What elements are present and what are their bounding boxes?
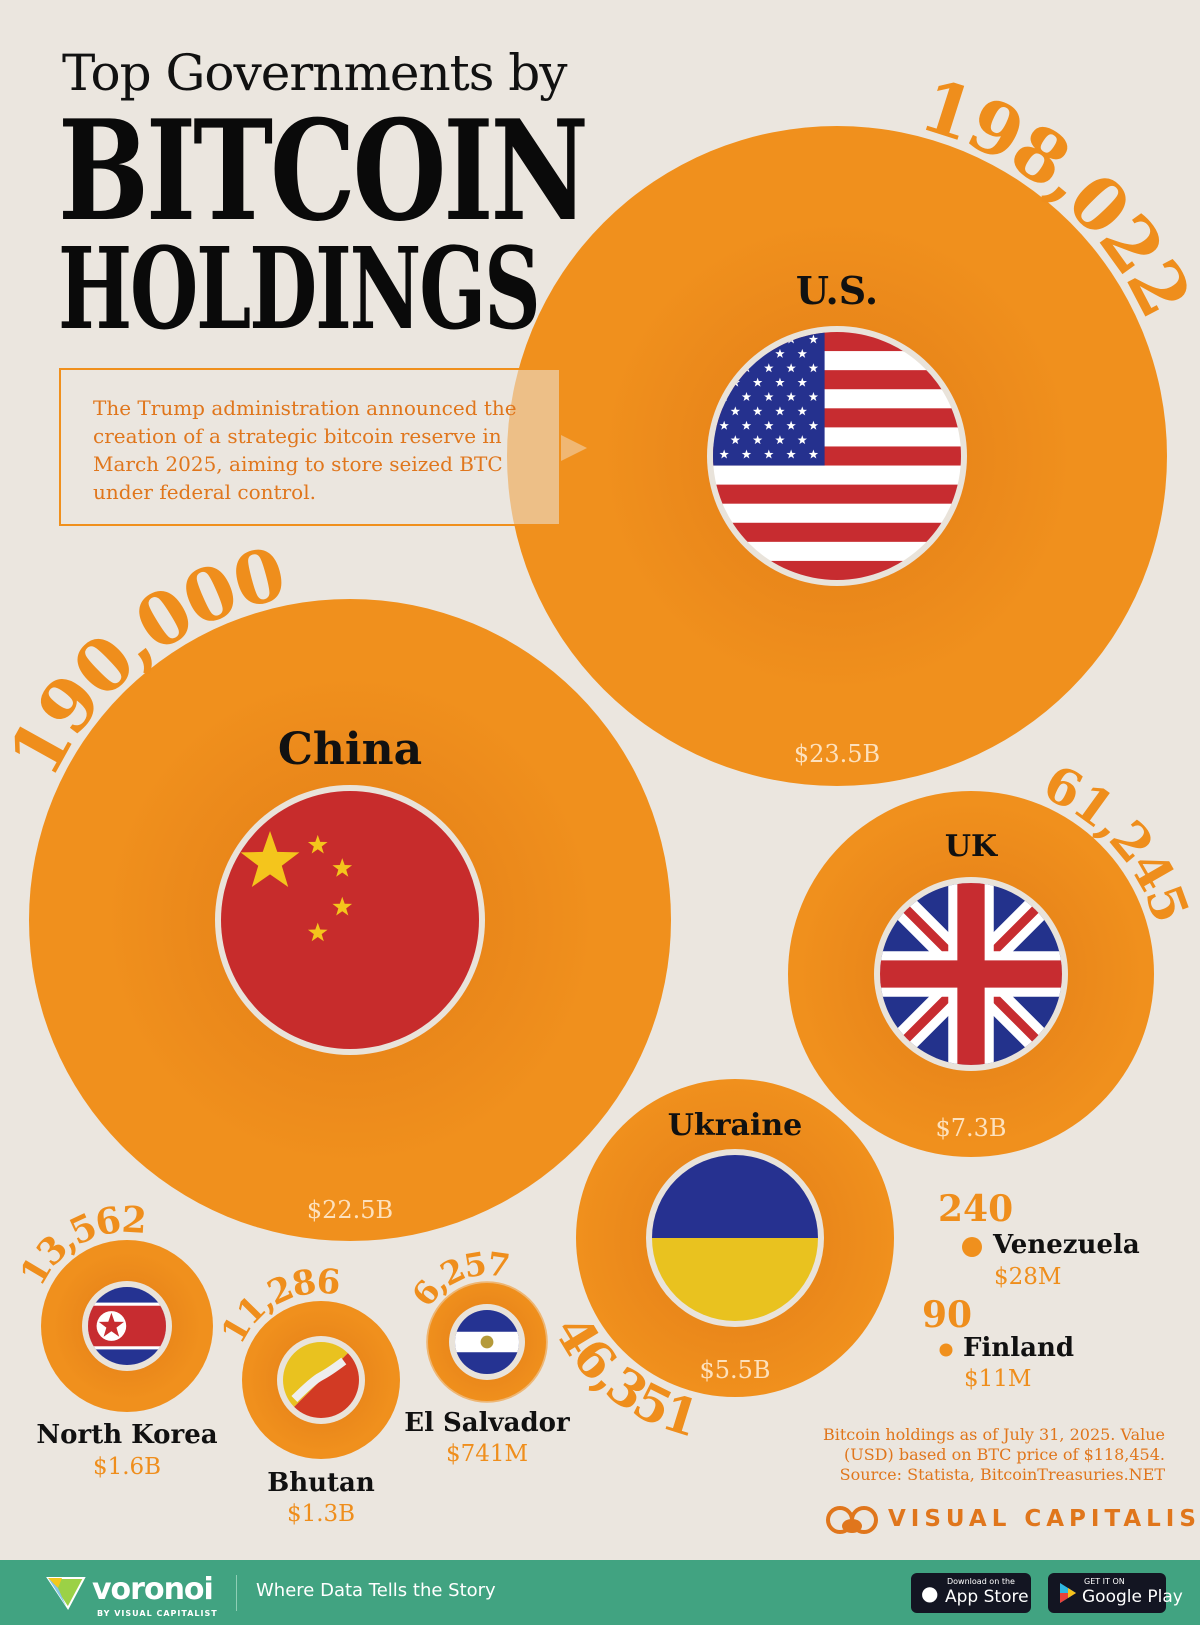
brand-name: VISUAL CAPITALIST: [888, 1506, 1200, 1532]
value-ukraine: $5.5B: [699, 1356, 771, 1384]
footer-bar: voronoi BY VISUAL CAPITALIST Where Data …: [0, 1560, 1200, 1625]
google-play-button[interactable]: GET IT ON Google Play: [1048, 1573, 1183, 1613]
label-finland: Finland: [963, 1333, 1075, 1363]
title-line-1: Top Governments by: [62, 44, 568, 102]
title-line-2: BITCOIN: [58, 89, 589, 252]
footer-divider: [236, 1575, 237, 1611]
btc-finland: 90: [922, 1294, 973, 1336]
china-big-star: [240, 830, 300, 887]
bubble-el-salvador: 6,257: [404, 1245, 548, 1403]
visual-capitalist-icon: [826, 1506, 878, 1534]
app-store-label: App Store: [945, 1587, 1029, 1607]
bubble-u-s: 198,022: [507, 62, 1200, 786]
bubble-north-korea: 13,562: [12, 1199, 213, 1412]
app-store-button[interactable]: ● Download on the App Store: [911, 1573, 1031, 1613]
bubble-uk: 61,245: [788, 753, 1200, 1157]
label-north-korea: North Korea: [36, 1420, 218, 1450]
value-north-korea: $1.6B: [92, 1454, 162, 1480]
bhutan-flag: [283, 1342, 359, 1418]
callout-arrow: [561, 435, 587, 461]
label-us: U.S.: [795, 268, 879, 313]
footnote-line-1: Bitcoin holdings as of July 31, 2025. Va…: [822, 1425, 1165, 1444]
label-ukraine: Ukraine: [667, 1108, 803, 1143]
bubble-venezuela: [962, 1237, 982, 1257]
google-play-small: GET IT ON: [1084, 1577, 1125, 1586]
footer-tagline: Where Data Tells the Story: [256, 1580, 496, 1601]
google-play-label: Google Play: [1082, 1587, 1183, 1607]
visual-capitalist-logo: VISUAL CAPITALIST: [826, 1500, 1200, 1544]
voronoi-icon: [46, 1577, 86, 1610]
value-china: $22.5B: [306, 1196, 394, 1224]
ukraine-flag: [652, 1155, 818, 1321]
label-bhutan: Bhutan: [267, 1468, 375, 1498]
label-uk: UK: [944, 829, 998, 864]
north-korea-flag: [88, 1287, 166, 1365]
google-play-icon: [1060, 1583, 1076, 1603]
app-store-small: Download on the: [947, 1577, 1015, 1586]
bubble-finland: [939, 1343, 953, 1357]
btc-venezuela: 240: [938, 1188, 1014, 1230]
title-line-3: HOLDINGS: [58, 224, 541, 355]
label-el-salvador: El Salvador: [404, 1408, 570, 1438]
value-venezuela: $28M: [994, 1264, 1062, 1290]
dragon: [291, 1357, 347, 1402]
value-el-salvador: $741M: [445, 1441, 529, 1467]
voronoi-subtitle: BY VISUAL CAPITALIST: [97, 1609, 218, 1618]
china-flag: [221, 791, 479, 1049]
us-flag: [713, 332, 961, 580]
value-us: $23.5B: [793, 740, 881, 768]
bubble-china: 190,000: [0, 530, 671, 1241]
coat-of-arms: [480, 1335, 494, 1349]
bubble-ukraine: 46,351: [543, 1079, 894, 1448]
footnote-line-3: Source: Statista, BitcoinTreasuries.NET: [839, 1465, 1165, 1484]
label-china: China: [277, 724, 423, 775]
value-uk: $7.3B: [935, 1114, 1007, 1142]
callout-box: The Trump administration announced the c…: [59, 368, 561, 526]
el-salvador-flag: [455, 1310, 519, 1374]
apple-icon: ●: [921, 1581, 939, 1605]
value-bhutan: $1.3B: [286, 1501, 356, 1527]
callout-text: The Trump administration announced the c…: [93, 396, 517, 504]
uk-flag: [880, 883, 1062, 1065]
value-finland: $11M: [964, 1366, 1032, 1392]
voronoi-logo: voronoi: [92, 1572, 214, 1607]
bubble-bhutan: 11,286: [214, 1262, 400, 1459]
footnote: Bitcoin holdings as of July 31, 2025. Va…: [823, 1425, 1165, 1485]
footnote-line-2: (USD) based on BTC price of $118,454.: [843, 1445, 1165, 1464]
label-venezuela: Venezuela: [993, 1230, 1140, 1260]
